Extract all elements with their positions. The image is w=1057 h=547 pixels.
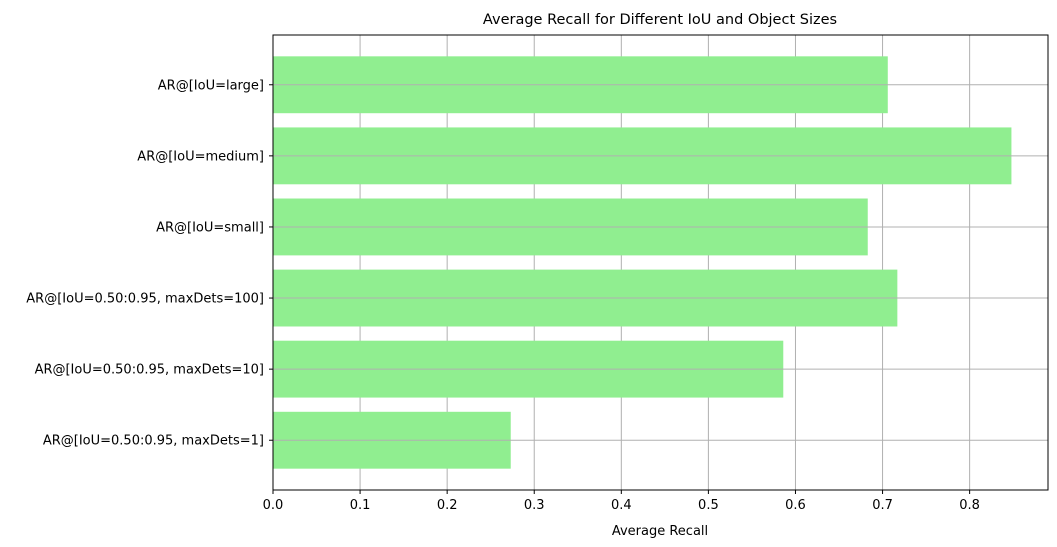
y-tick-label: AR@[IoU=0.50:0.95, maxDets=100] — [26, 292, 264, 307]
y-tick-label: AR@[IoU=medium] — [137, 149, 264, 164]
bars-group — [273, 56, 1048, 469]
x-axis-label: Average Recall — [612, 524, 708, 539]
x-tick-label: 0.5 — [698, 498, 719, 513]
y-tick-label: AR@[IoU=large] — [158, 78, 264, 93]
plot-frame — [272, 34, 1049, 491]
x-tick-label: 0.7 — [872, 498, 893, 513]
x-tick-label: 0.8 — [959, 498, 980, 513]
y-tick-label: AR@[IoU=small] — [156, 220, 264, 235]
x-tick-label: 0.4 — [611, 498, 632, 513]
x-tick-label: 0.1 — [350, 498, 371, 513]
y-tick-label: AR@[IoU=0.50:0.95, maxDets=1] — [43, 434, 264, 449]
y-axis-ticks: AR@[IoU=0.50:0.95, maxDets=1] AR@[IoU=0.5… — [26, 78, 273, 449]
chart-title: Average Recall for Different IoU and Obj… — [483, 12, 837, 28]
x-tick-label: 0.2 — [437, 498, 458, 513]
x-tick-label: 0.3 — [524, 498, 545, 513]
y-tick-label: AR@[IoU=0.50:0.95, maxDets=10] — [35, 363, 264, 378]
x-tick-label: 0.0 — [263, 498, 284, 513]
x-axis-ticks: 0.0 0.1 0.2 0.3 0.4 0.5 0.6 0.7 0.8 — [263, 490, 980, 513]
x-tick-label: 0.6 — [785, 498, 806, 513]
